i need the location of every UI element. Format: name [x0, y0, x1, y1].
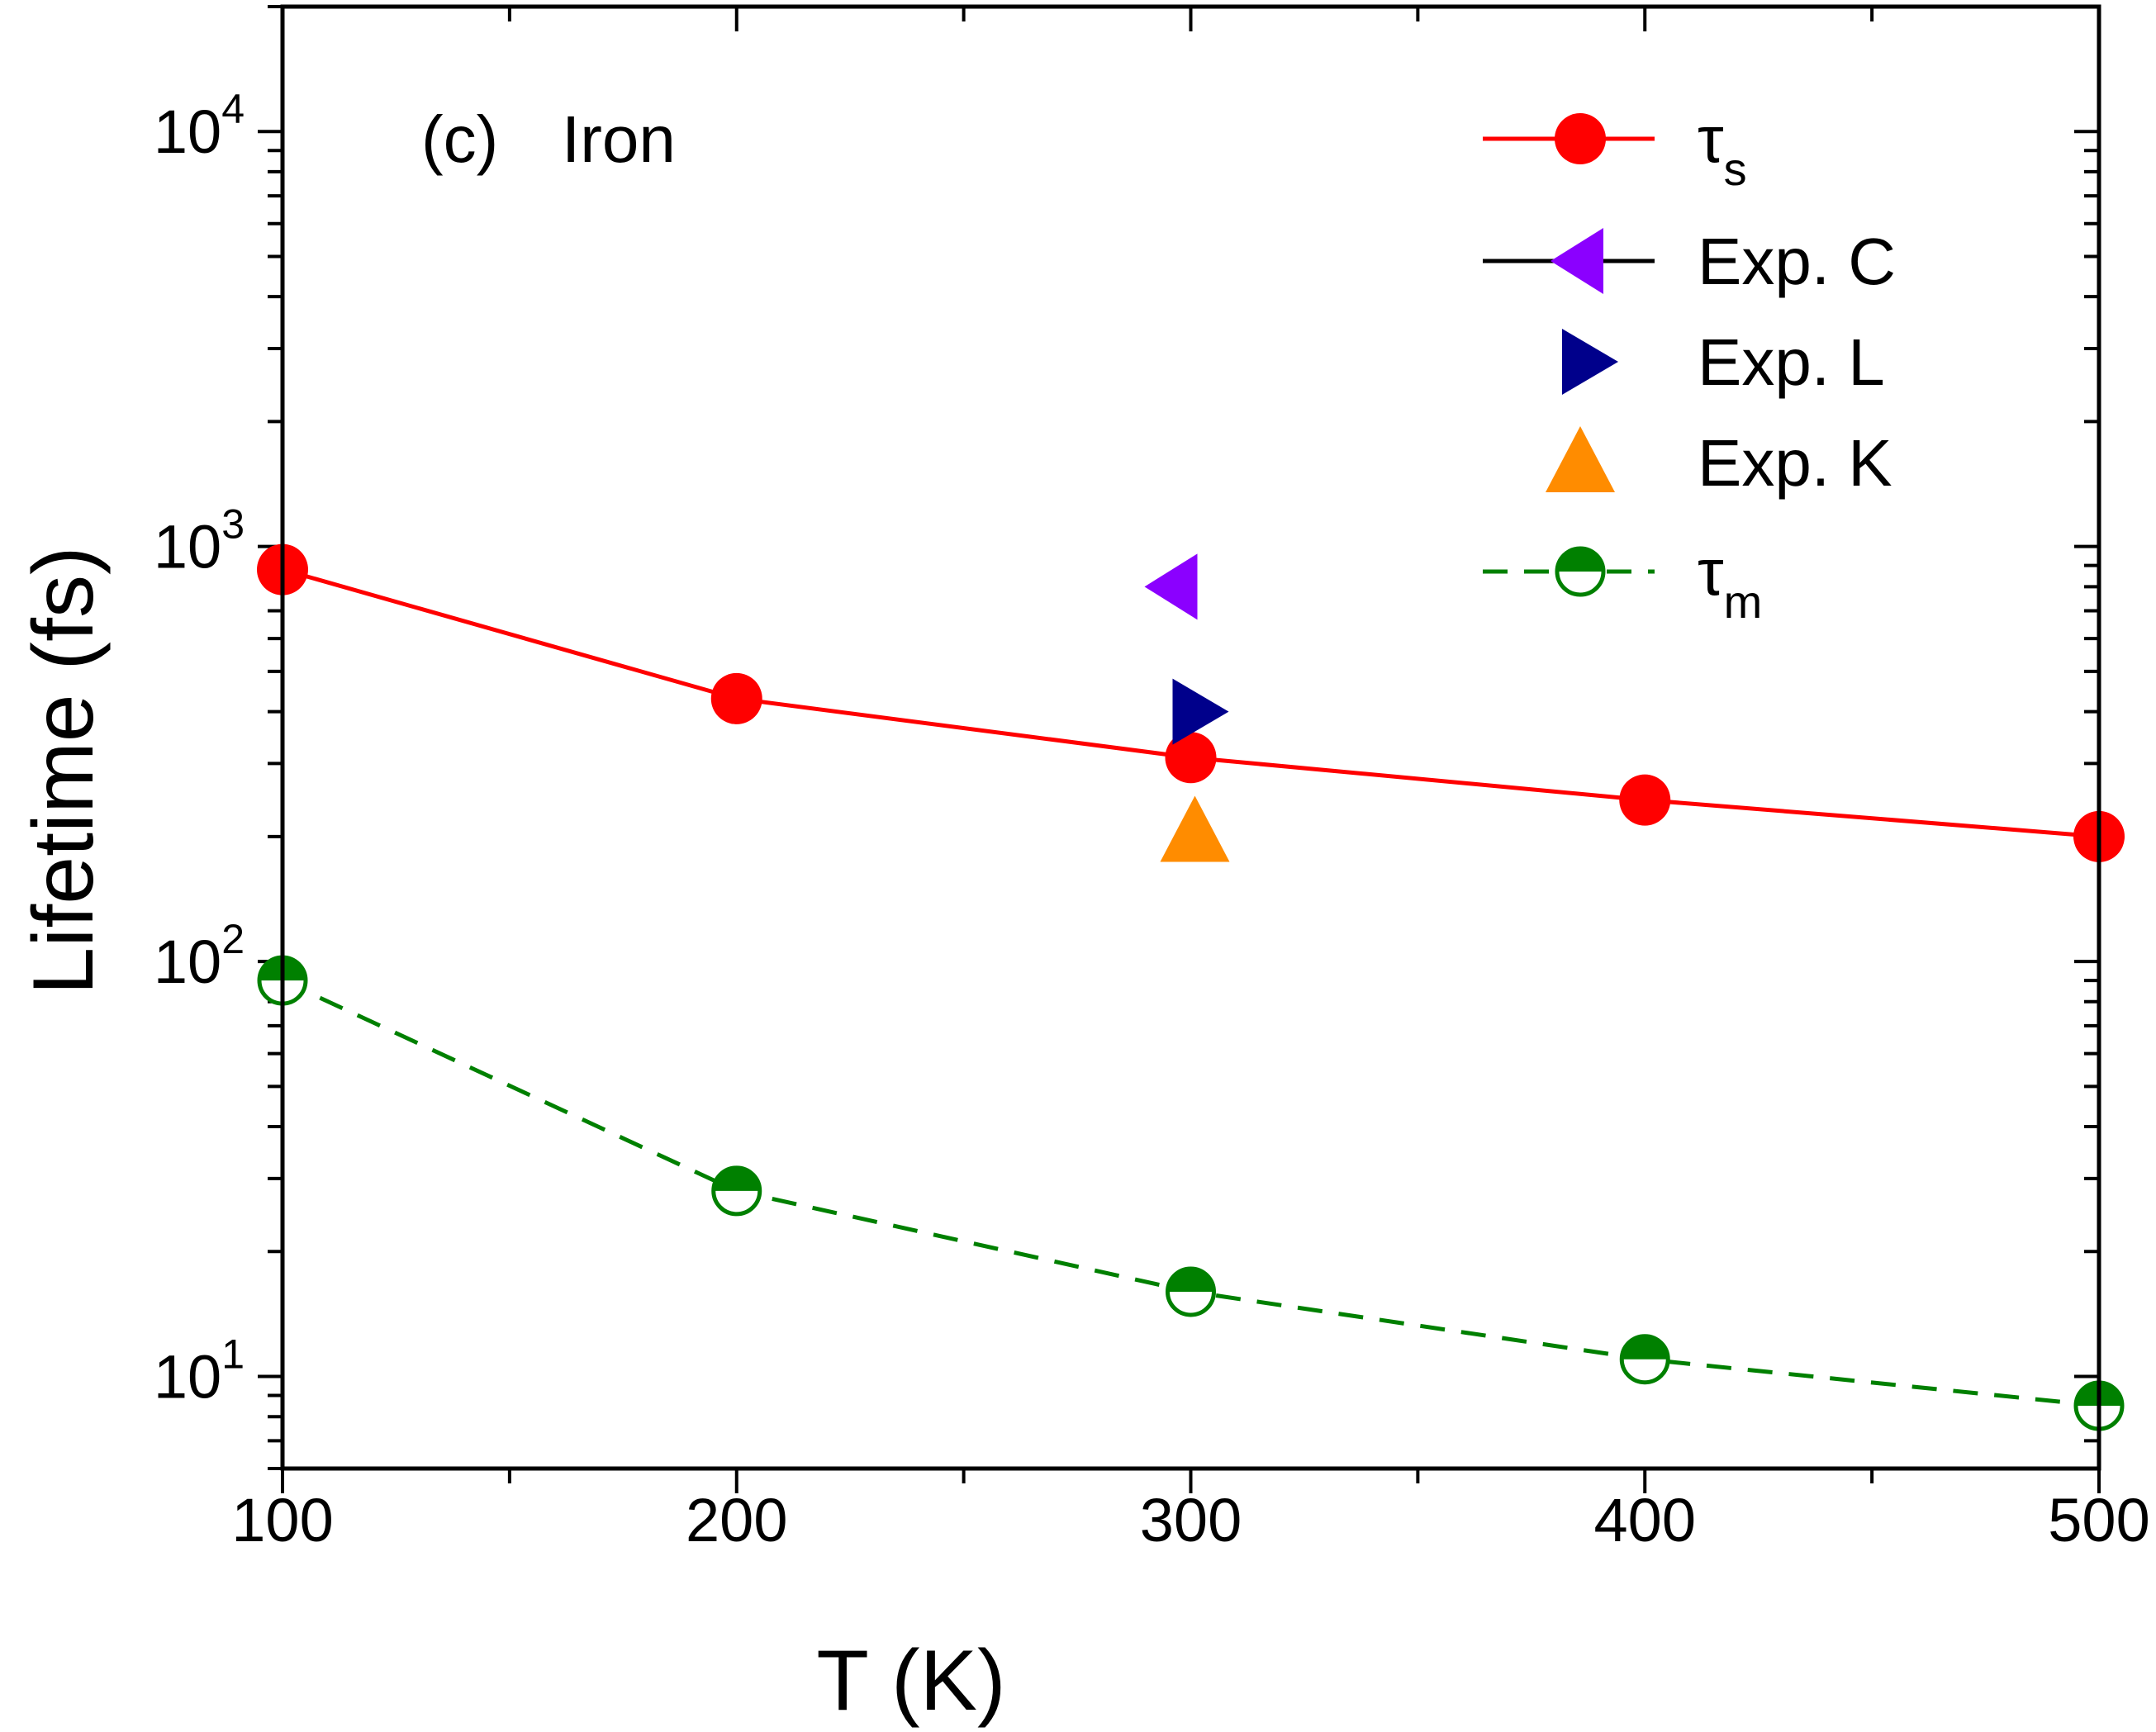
data-point — [1165, 732, 1217, 784]
legend-label: Exp. C — [1698, 225, 1896, 298]
x-tick-label: 500 — [2048, 1486, 2149, 1554]
legend: τs Exp. C Exp. L Exp. K τm — [1483, 102, 1896, 628]
series-line — [281, 978, 2100, 1408]
data-point — [1619, 1334, 1670, 1385]
data-point — [1144, 553, 1198, 620]
data-point — [710, 672, 762, 724]
y-tick-label: 104 — [154, 86, 245, 166]
legend-marker — [1555, 113, 1606, 164]
legend-entry: τm — [1483, 535, 1762, 628]
legend-marker — [1555, 546, 1606, 597]
legend-marker — [1546, 426, 1615, 492]
y-tick-label: 101 — [154, 1331, 245, 1412]
data-point — [1166, 1266, 1216, 1317]
x-tick-label: 100 — [231, 1486, 333, 1554]
tick-labels: 100 200 300 400 500 101 102 103 104 — [154, 86, 2150, 1554]
y-tick-label: 103 — [154, 501, 245, 581]
legend-label: τs — [1698, 102, 1747, 195]
legend-label: Exp. K — [1698, 426, 1892, 500]
x-tick-label: 200 — [686, 1486, 787, 1554]
legend-label: τm — [1698, 535, 1762, 628]
x-tick-label: 400 — [1594, 1486, 1696, 1554]
data-markers — [257, 543, 2125, 1431]
legend-entry: τs — [1483, 102, 1747, 195]
x-axis-label: T (K) — [816, 1633, 1005, 1729]
y-axis-label: Lifetime (fs) — [16, 546, 112, 994]
legend-marker — [1551, 228, 1603, 294]
data-point — [1160, 795, 1230, 862]
x-tick-label: 300 — [1140, 1486, 1242, 1554]
data-point — [1619, 774, 1671, 826]
legend-label: Exp. L — [1698, 325, 1885, 399]
legend-entry: Exp. L — [1562, 325, 1885, 399]
legend-marker — [1562, 329, 1618, 395]
data-point — [711, 1165, 762, 1217]
data-point — [1172, 678, 1229, 745]
panel-label: (c) — [421, 102, 498, 176]
plot-frame — [280, 4, 2101, 1471]
material-label: Iron — [562, 102, 676, 176]
y-tick-label: 102 — [154, 916, 245, 996]
legend-entry: Exp. K — [1546, 426, 1892, 500]
legend-entry: Exp. C — [1483, 225, 1896, 298]
